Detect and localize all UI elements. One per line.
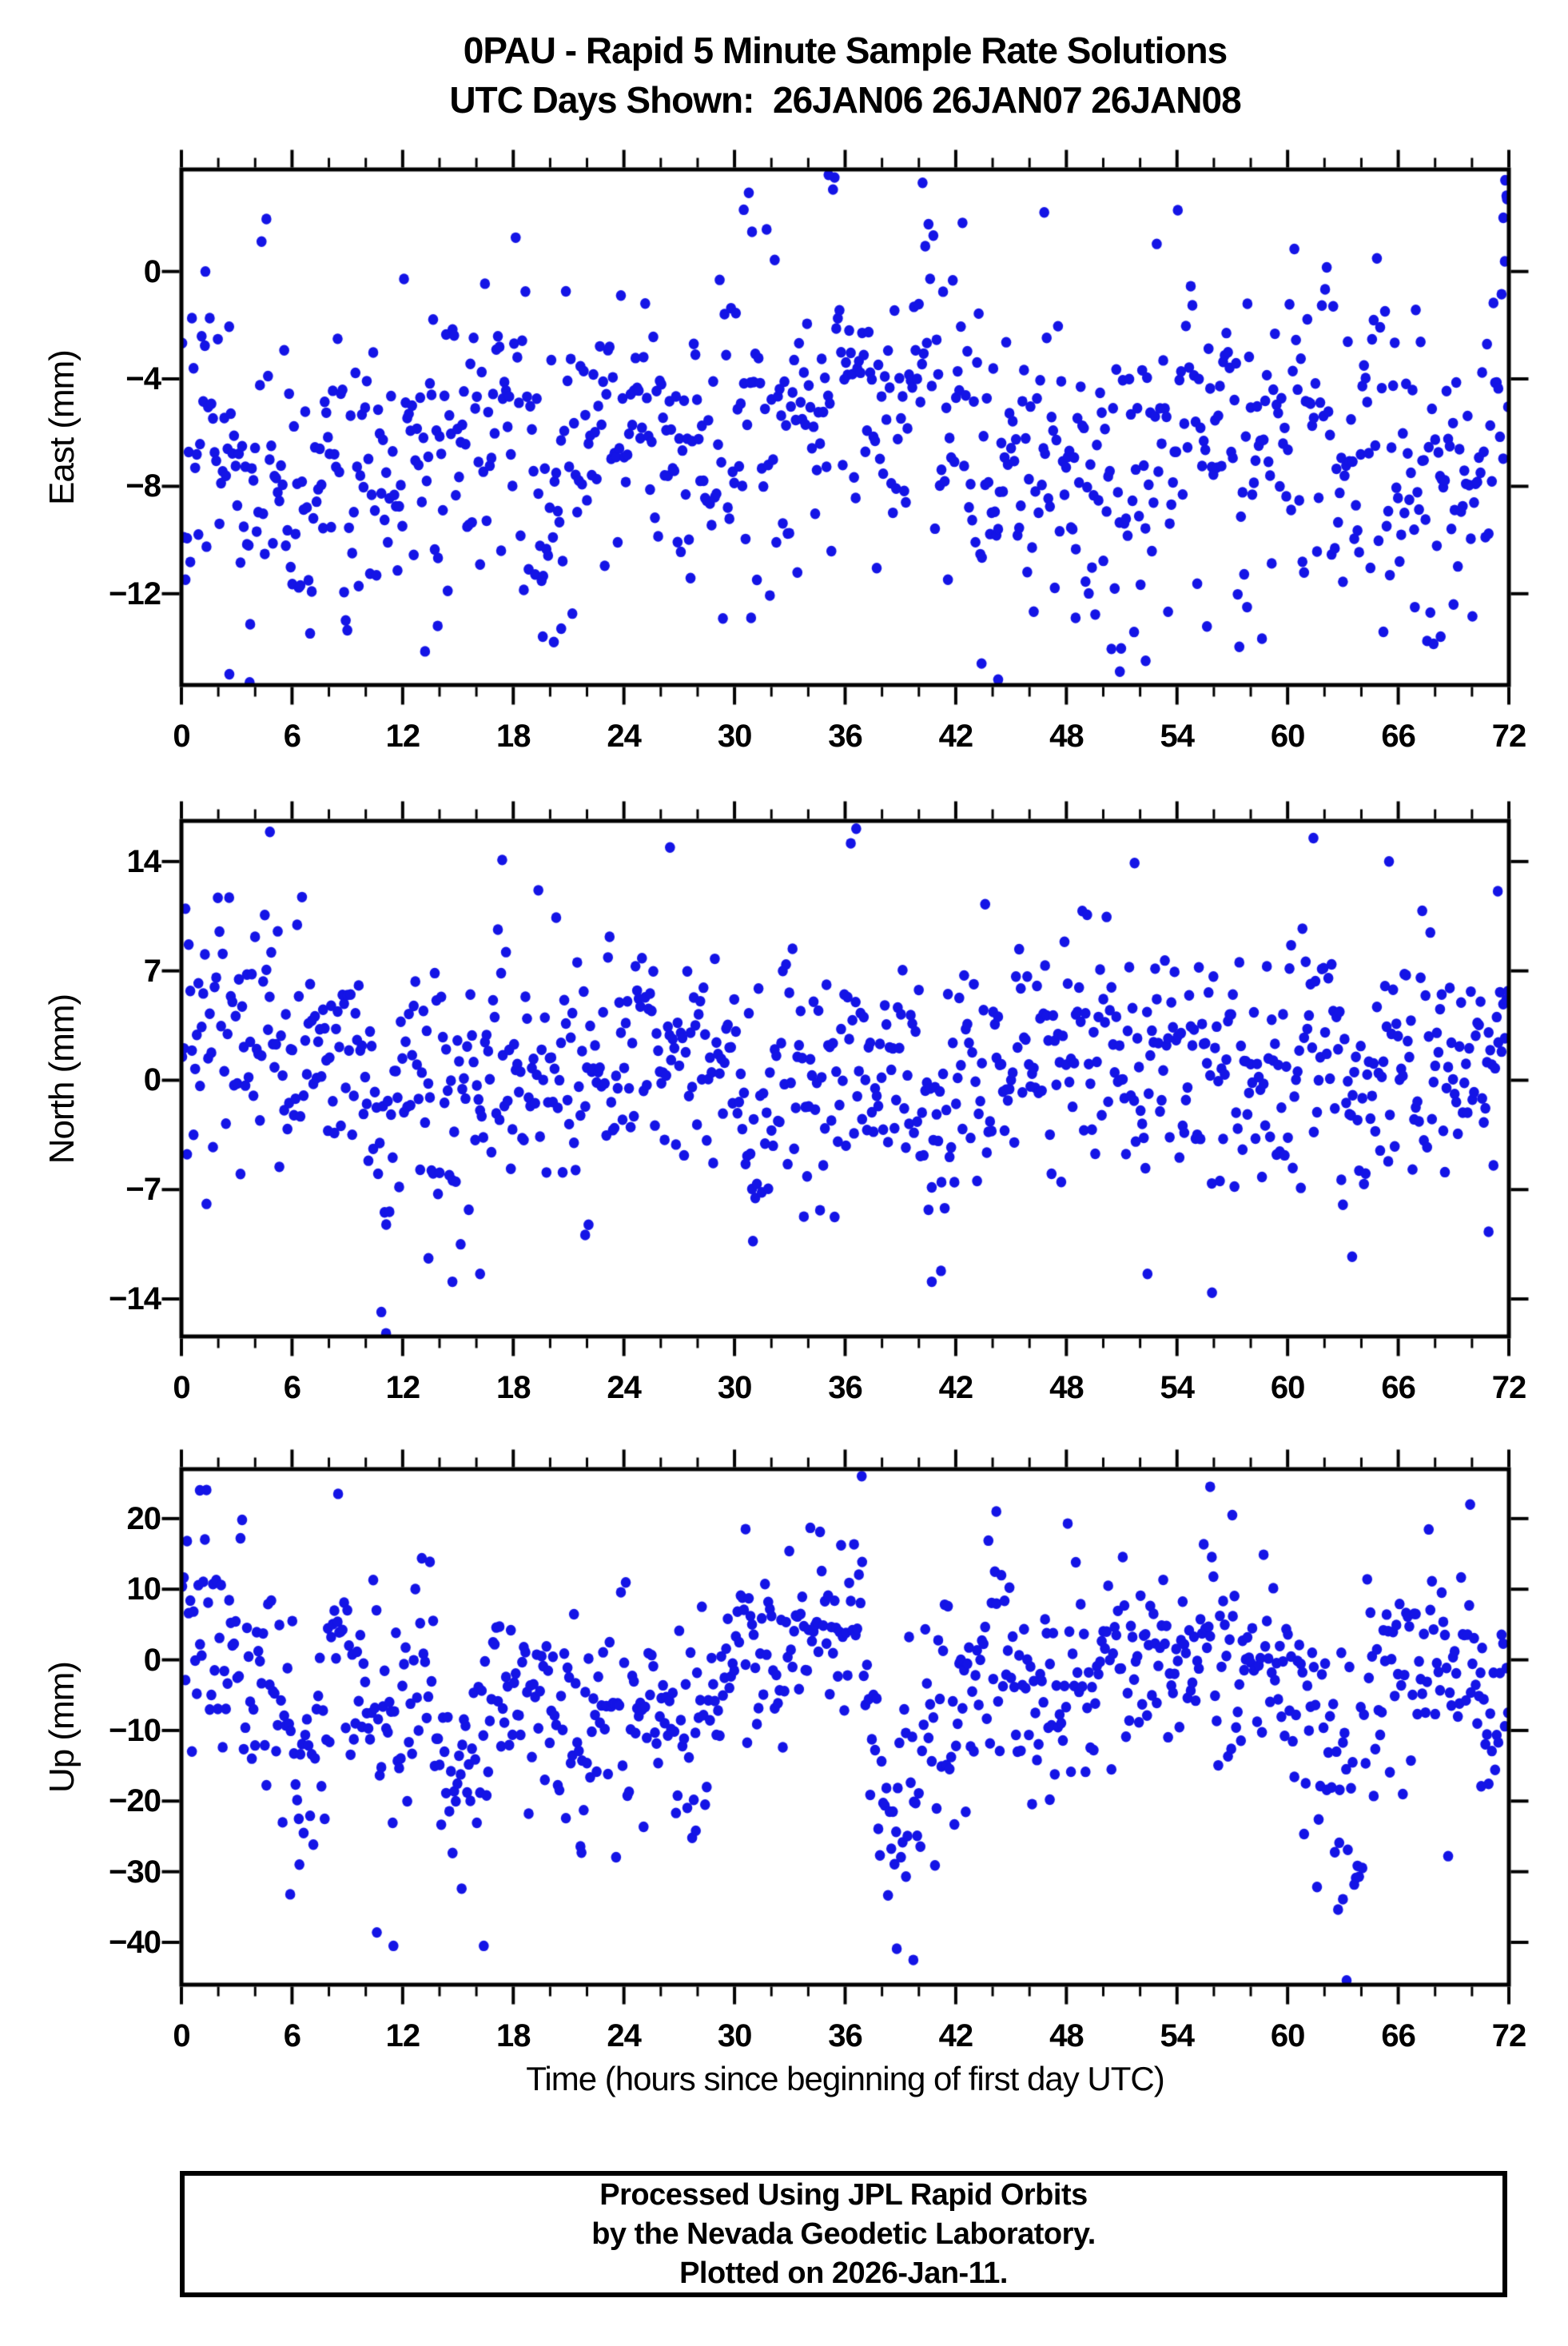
up-x-tick-label: 18 (496, 2018, 531, 2053)
east-x-tick-label: 54 (1160, 719, 1196, 754)
east-x-tick-label: 30 (717, 719, 753, 754)
up-x-tick-label: 0 (173, 2018, 190, 2053)
up-x-tick-label: 6 (283, 2018, 301, 2053)
east-x-tick-label: 60 (1270, 719, 1306, 754)
east-x-tick-label: 24 (607, 719, 642, 754)
x-axis-title: Time (hours since beginning of first day… (526, 2060, 1164, 2097)
up-x-tick-label: 42 (938, 2018, 974, 2053)
up-y-tick-label: 10 (126, 1571, 162, 1607)
up-y-tick-label: −30 (109, 1854, 161, 1890)
footer-line-3: Plotted on 2026-Jan-11. (679, 2256, 1008, 2290)
north-x-tick-label: 6 (283, 1370, 301, 1405)
east-x-tick-label: 72 (1491, 719, 1527, 754)
up-x-tick-label: 60 (1270, 2018, 1306, 2053)
north-x-tick-label: 36 (828, 1370, 863, 1405)
north-y-tick-label: 14 (126, 843, 162, 879)
up-x-tick-label: 30 (717, 2018, 753, 2053)
east-x-tick-label: 36 (828, 719, 863, 754)
east-y-tick-label: −8 (125, 468, 161, 504)
up-x-tick-label: 72 (1491, 2018, 1527, 2053)
up-x-tick-label: 36 (828, 2018, 863, 2053)
east-x-tick-label: 66 (1381, 719, 1416, 754)
figure-subtitle: UTC Days Shown: 26JAN06 26JAN07 26JAN08 (449, 79, 1241, 121)
north-x-tick-label: 72 (1491, 1370, 1527, 1405)
figure-title: 0PAU - Rapid 5 Minute Sample Rate Soluti… (463, 30, 1228, 71)
north-x-tick-label: 42 (938, 1370, 974, 1405)
north-x-tick-label: 0 (173, 1370, 190, 1405)
up-y-tick-label: −40 (109, 1924, 161, 1960)
north-x-tick-label: 48 (1049, 1370, 1084, 1405)
east-x-tick-label: 12 (385, 719, 421, 754)
up-x-tick-label: 66 (1381, 2018, 1416, 2053)
east-x-tick-label: 6 (283, 719, 301, 754)
east-axis-label: East (mm) (42, 349, 82, 505)
up-y-tick-label: −20 (109, 1783, 161, 1819)
up-axis-label: Up (mm) (42, 1661, 82, 1793)
east-panel-canvas (157, 145, 1533, 709)
north-x-tick-label: 12 (385, 1370, 421, 1405)
north-y-tick-label: −14 (109, 1281, 161, 1317)
up-panel-canvas (157, 1445, 1533, 2009)
north-axis-label: North (mm) (42, 994, 82, 1164)
north-y-tick-label: −7 (125, 1172, 161, 1208)
up-y-tick-label: 20 (126, 1500, 162, 1536)
east-x-tick-label: 18 (496, 719, 531, 754)
east-x-tick-label: 42 (938, 719, 974, 754)
north-x-tick-label: 66 (1381, 1370, 1416, 1405)
up-y-tick-label: −10 (109, 1712, 161, 1748)
north-x-tick-label: 30 (717, 1370, 753, 1405)
up-x-tick-label: 24 (607, 2018, 642, 2053)
north-x-tick-label: 54 (1160, 1370, 1196, 1405)
up-y-tick-label: 0 (143, 1642, 161, 1678)
east-y-tick-label: −12 (109, 576, 161, 611)
up-x-tick-label: 48 (1049, 2018, 1084, 2053)
north-y-tick-label: 7 (143, 953, 161, 989)
east-y-tick-label: −4 (125, 361, 161, 397)
north-x-tick-label: 18 (496, 1370, 531, 1405)
up-x-tick-label: 12 (385, 2018, 421, 2053)
east-x-tick-label: 0 (173, 719, 190, 754)
footer-line-2: by the Nevada Geodetic Laboratory. (591, 2217, 1096, 2251)
north-panel-canvas (157, 797, 1533, 1360)
north-x-tick-label: 60 (1270, 1370, 1306, 1405)
north-x-tick-label: 24 (607, 1370, 642, 1405)
footer-box: Processed Using JPL Rapid Orbits by the … (180, 2171, 1507, 2297)
east-y-tick-label: 0 (143, 253, 161, 289)
up-x-tick-label: 54 (1160, 2018, 1196, 2053)
north-y-tick-label: 0 (143, 1062, 161, 1098)
east-x-tick-label: 48 (1049, 719, 1084, 754)
footer-line-1: Processed Using JPL Rapid Orbits (599, 2177, 1088, 2212)
